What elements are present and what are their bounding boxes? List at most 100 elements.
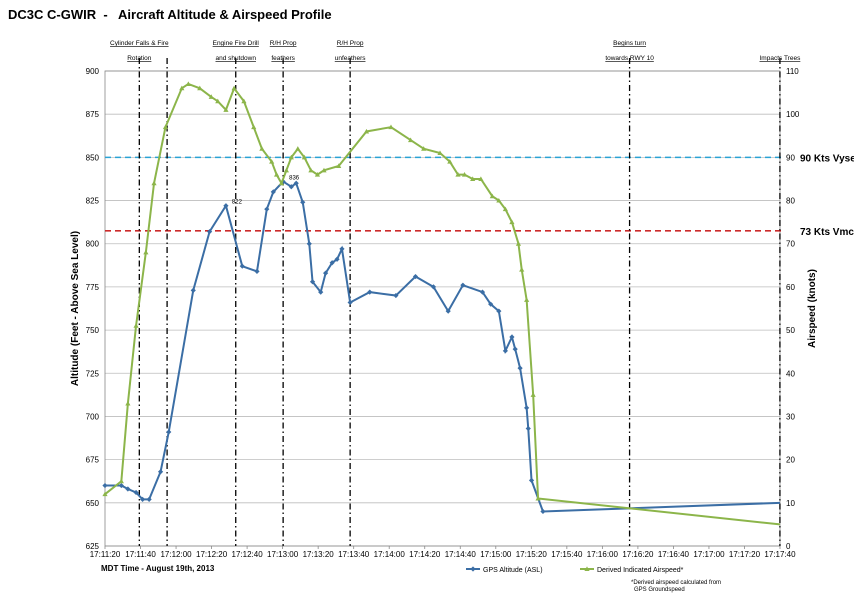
data-point (407, 137, 414, 143)
data-point (308, 167, 314, 173)
y-left-tick-label: 875 (86, 110, 100, 119)
data-point (273, 172, 280, 177)
data-point (125, 400, 131, 406)
event-label: Cylinder Falls & Fire (110, 40, 169, 47)
data-label: 822 (232, 200, 243, 206)
x-tick-label: 17:12:00 (160, 550, 192, 559)
x-tick-label: 17:15:20 (516, 550, 548, 559)
x-tick-label: 17:12:40 (232, 550, 264, 559)
y-left-tick-label: 900 (86, 67, 100, 76)
x-tick-label: 17:13:20 (303, 550, 335, 559)
data-point (530, 392, 536, 397)
data-point (118, 478, 124, 484)
data-point (283, 167, 289, 173)
data-point (517, 365, 523, 371)
data-point (447, 159, 453, 164)
x-tick-label: 17:13:00 (267, 550, 299, 559)
data-point (208, 94, 214, 99)
data-point (206, 229, 213, 235)
data-point (143, 249, 149, 255)
data-point (479, 289, 486, 295)
y-left-tick-label: 800 (86, 240, 100, 249)
x-tick-label: 17:17:20 (729, 550, 761, 559)
data-point (223, 203, 229, 209)
data-point (460, 282, 466, 288)
x-tick-label: 17:14:40 (445, 550, 477, 559)
data-point (264, 206, 270, 212)
y-right-tick-label: 80 (786, 197, 795, 206)
y-right-tick-label: 110 (786, 67, 799, 76)
data-point (139, 496, 146, 502)
event-label: and shutdown (215, 55, 256, 62)
y-left-tick-label: 775 (86, 283, 100, 292)
x-tick-label: 17:17:00 (693, 550, 725, 559)
data-point (524, 297, 530, 302)
data-point (329, 260, 335, 266)
event-label: towards RWY 10 (605, 55, 654, 62)
legend-marker (584, 566, 590, 571)
data-point (269, 159, 275, 164)
data-point (437, 150, 443, 156)
footnote-line: GPS Groundspeed (634, 587, 685, 593)
data-point (321, 167, 327, 173)
y-right-tick-label: 70 (786, 240, 795, 249)
x-tick-label: 17:13:40 (338, 550, 370, 559)
data-point (339, 246, 345, 252)
y-right-tick-label: 0 (786, 542, 791, 551)
data-point (318, 289, 324, 295)
data-point (239, 263, 245, 269)
series-line (104, 82, 781, 526)
footnote-line: *Derived airspeed calculated from (631, 580, 721, 586)
y-right-tick-label: 10 (786, 499, 795, 508)
y-right-tick-label: 30 (786, 412, 795, 421)
data-point (461, 172, 468, 177)
data-point (241, 98, 247, 104)
y-right-axis-title: Airspeed (knots) (807, 269, 818, 348)
data-point (509, 219, 515, 225)
data-point (190, 287, 196, 293)
data-point (367, 289, 373, 295)
data-point (535, 495, 541, 501)
data-point (270, 189, 276, 195)
data-point (125, 486, 131, 492)
data-point (455, 172, 461, 177)
x-tick-label: 17:11:40 (125, 550, 156, 559)
data-point (251, 124, 257, 130)
data-point (197, 85, 203, 91)
data-point (179, 85, 185, 91)
data-point (309, 279, 316, 285)
event-label: Rotation (127, 55, 152, 62)
data-point (445, 308, 451, 314)
data-point (512, 346, 518, 352)
data-point (470, 176, 476, 181)
data-point (502, 348, 508, 354)
data-point (151, 180, 157, 186)
data-point (478, 176, 484, 181)
data-point (166, 429, 172, 435)
data-point (102, 482, 108, 489)
data-point (306, 241, 312, 247)
data-point (412, 273, 419, 280)
data-point (421, 146, 427, 151)
legend-marker (470, 566, 476, 572)
data-point (388, 124, 394, 130)
data-point (496, 308, 502, 314)
data-point (118, 482, 124, 489)
x-tick-label: 17:15:40 (551, 550, 583, 559)
data-point (334, 256, 340, 262)
x-tick-label: 17:15:00 (480, 550, 512, 559)
data-point (231, 85, 237, 91)
event-label: Impacts Trees (760, 55, 802, 62)
chart-title: DC3C C-GWIR - Aircraft Altitude & Airspe… (8, 7, 332, 22)
y-left-tick-label: 625 (86, 542, 100, 551)
data-point (162, 124, 169, 130)
reference-line-label: 73 Kts Vmca (800, 227, 854, 238)
event-label: feathers (271, 55, 295, 62)
y-left-tick-label: 650 (86, 499, 100, 508)
data-point (293, 180, 299, 186)
data-point (430, 284, 437, 290)
event-label: unfeathers (335, 55, 366, 62)
data-label: 836 (289, 176, 300, 182)
event-label: R/H Prop (270, 40, 297, 47)
data-point (288, 184, 294, 190)
